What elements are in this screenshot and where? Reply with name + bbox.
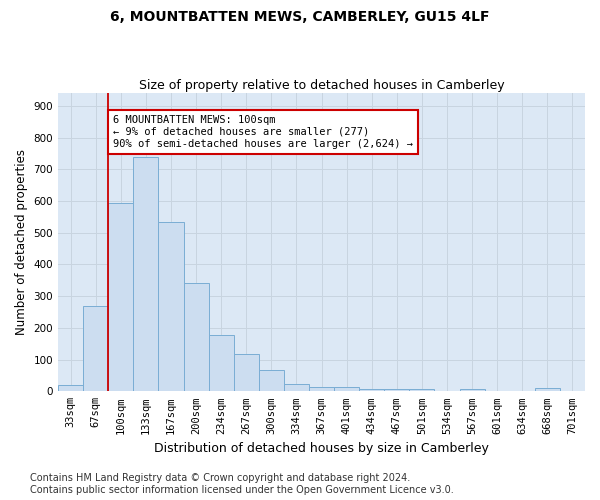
- Y-axis label: Number of detached properties: Number of detached properties: [15, 149, 28, 335]
- Bar: [83, 306, 108, 392]
- Bar: [184, 284, 209, 392]
- Bar: [108, 202, 133, 392]
- Bar: [460, 389, 485, 392]
- Title: Size of property relative to detached houses in Camberley: Size of property relative to detached ho…: [139, 79, 505, 92]
- Bar: [309, 387, 334, 392]
- Bar: [209, 335, 233, 392]
- Bar: [359, 389, 384, 392]
- Bar: [409, 389, 434, 392]
- Bar: [535, 388, 560, 392]
- Bar: [384, 389, 409, 392]
- Bar: [334, 387, 359, 392]
- Bar: [133, 156, 158, 392]
- Bar: [158, 222, 184, 392]
- Text: 6 MOUNTBATTEN MEWS: 100sqm
← 9% of detached houses are smaller (277)
90% of semi: 6 MOUNTBATTEN MEWS: 100sqm ← 9% of detac…: [113, 116, 413, 148]
- Bar: [58, 385, 83, 392]
- Bar: [259, 370, 284, 392]
- Text: Contains HM Land Registry data © Crown copyright and database right 2024.
Contai: Contains HM Land Registry data © Crown c…: [30, 474, 454, 495]
- Bar: [233, 354, 259, 392]
- Text: 6, MOUNTBATTEN MEWS, CAMBERLEY, GU15 4LF: 6, MOUNTBATTEN MEWS, CAMBERLEY, GU15 4LF: [110, 10, 490, 24]
- Bar: [284, 384, 309, 392]
- X-axis label: Distribution of detached houses by size in Camberley: Distribution of detached houses by size …: [154, 442, 489, 455]
